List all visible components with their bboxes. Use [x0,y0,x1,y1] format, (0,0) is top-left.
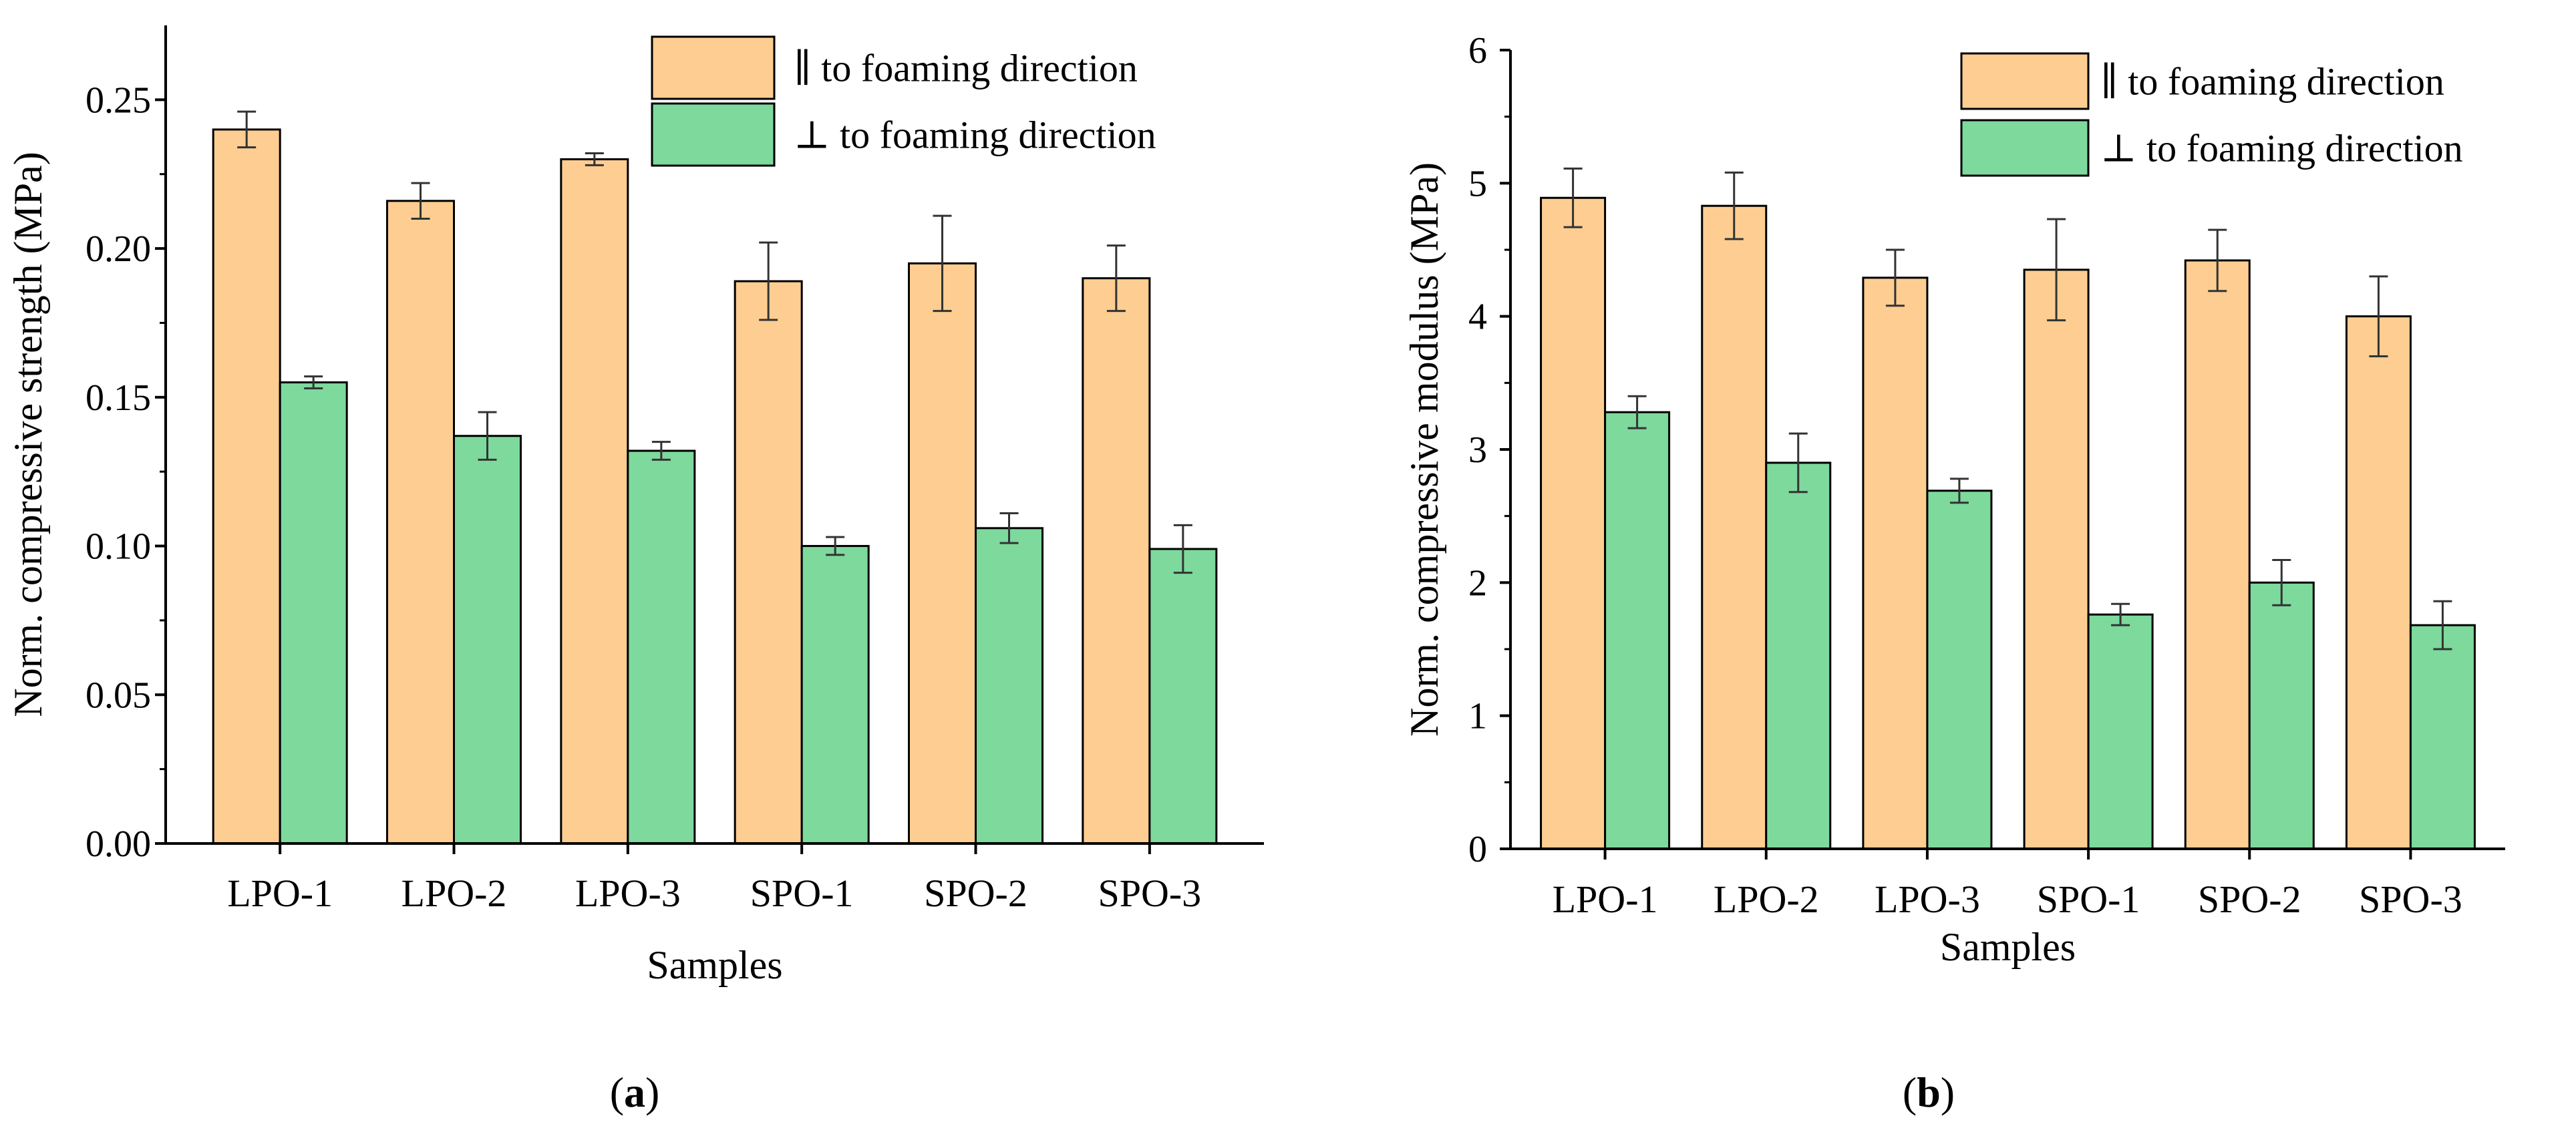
y-tick-label: 0.20 [86,228,151,270]
bar-spo-2-series-2 [2248,581,2315,850]
y-tick-label: 0 [1468,829,1487,870]
x-tick-label: LPO-2 [401,872,507,915]
bar-spo-2-series-1 [908,262,977,845]
x-tick-label: SPO-1 [750,872,854,915]
bar-lpo-2-series-1 [386,200,455,845]
y-axis-title: Norm. compressive strength (MPa) [6,152,50,717]
x-tick-label: SPO-2 [924,872,1027,915]
panel-label: (a) [610,1069,660,1116]
bar-spo-2-series-1 [2184,259,2251,850]
chart-panel-b: 0 1 2 3 4 5 6 LPO-1 LPO-2 LPO-3 SPO-1 SPO-2 SPO-3 Sam… [1402,30,2505,1116]
bar-spo-1-series-2 [800,545,870,845]
bar-lpo-2-series-2 [453,435,522,845]
legend-swatch-series-1 [651,35,776,100]
legend-label-series-2: ⊥ to foaming direction [794,114,1156,157]
y-tick-label: 3 [1468,429,1487,471]
bar-lpo-1-series-1 [212,128,281,845]
bar-spo-3-series-1 [2345,315,2412,850]
y-tick-label: 2 [1468,562,1487,604]
bar-lpo-3-series-2 [1926,490,1993,850]
bar-lpo-1-series-2 [1604,411,1671,850]
y-tick-label: 6 [1468,30,1487,71]
x-tick-label: LPO-1 [1553,878,1658,921]
x-tick-label: LPO-3 [575,872,681,915]
y-tick-label: 5 [1468,163,1487,204]
y-tick-label: 0.05 [86,675,151,716]
x-tick-label: SPO-1 [2037,878,2140,921]
bar-spo-1-series-1 [2023,268,2090,850]
bar-spo-1-series-2 [2087,613,2154,850]
y-tick-label: 0.15 [86,377,151,419]
bar-spo-3-series-1 [1082,277,1151,845]
x-tick-label: SPO-3 [2359,878,2462,921]
bar-lpo-3-series-1 [560,158,629,845]
bar-lpo-1-series-2 [279,381,348,845]
bar-spo-3-series-2 [1148,548,1218,845]
chart-panel-a: 0.00 0.05 0.10 0.15 0.20 0.25 LPO-1 LPO-2 LPO-3 S… [6,25,1264,1116]
legend-swatch-series-1 [1960,52,2090,110]
x-axis-title: Samples [647,943,782,987]
bar-spo-1-series-1 [734,280,803,845]
legend-label-series-1: ∥ to foaming direction [2100,60,2444,104]
y-tick-label: 0.25 [86,79,151,121]
panel-label: (b) [1903,1069,1955,1116]
y-axis-title: Norm. compressive modulus (MPa) [1402,162,1446,737]
x-axis-title: Samples [1940,925,2076,969]
bar-lpo-2-series-2 [1765,461,1832,850]
x-tick-label: SPO-2 [2198,878,2301,921]
legend-swatch-series-2 [1960,119,2090,177]
bar-lpo-1-series-1 [1540,196,1607,850]
x-tick-label: LPO-1 [227,872,333,915]
legend-swatch-series-2 [651,102,776,167]
bar-lpo-3-series-2 [627,449,696,845]
y-tick-label: 0.00 [86,823,151,865]
legend-label-series-2: ⊥ to foaming direction [2100,127,2463,170]
y-tick-label: 0.10 [86,526,151,568]
legend-label-series-1: ∥ to foaming direction [794,47,1138,90]
x-tick-label: SPO-3 [1098,872,1201,915]
y-tick-label: 4 [1468,297,1487,338]
bar-lpo-2-series-1 [1701,204,1768,850]
bar-spo-2-series-2 [975,527,1043,845]
bar-lpo-3-series-1 [1862,276,1929,850]
x-tick-label: LPO-2 [1714,878,1819,921]
x-tick-label: LPO-3 [1875,878,1980,921]
bar-spo-3-series-2 [2409,624,2476,850]
y-tick-label: 1 [1468,696,1487,737]
